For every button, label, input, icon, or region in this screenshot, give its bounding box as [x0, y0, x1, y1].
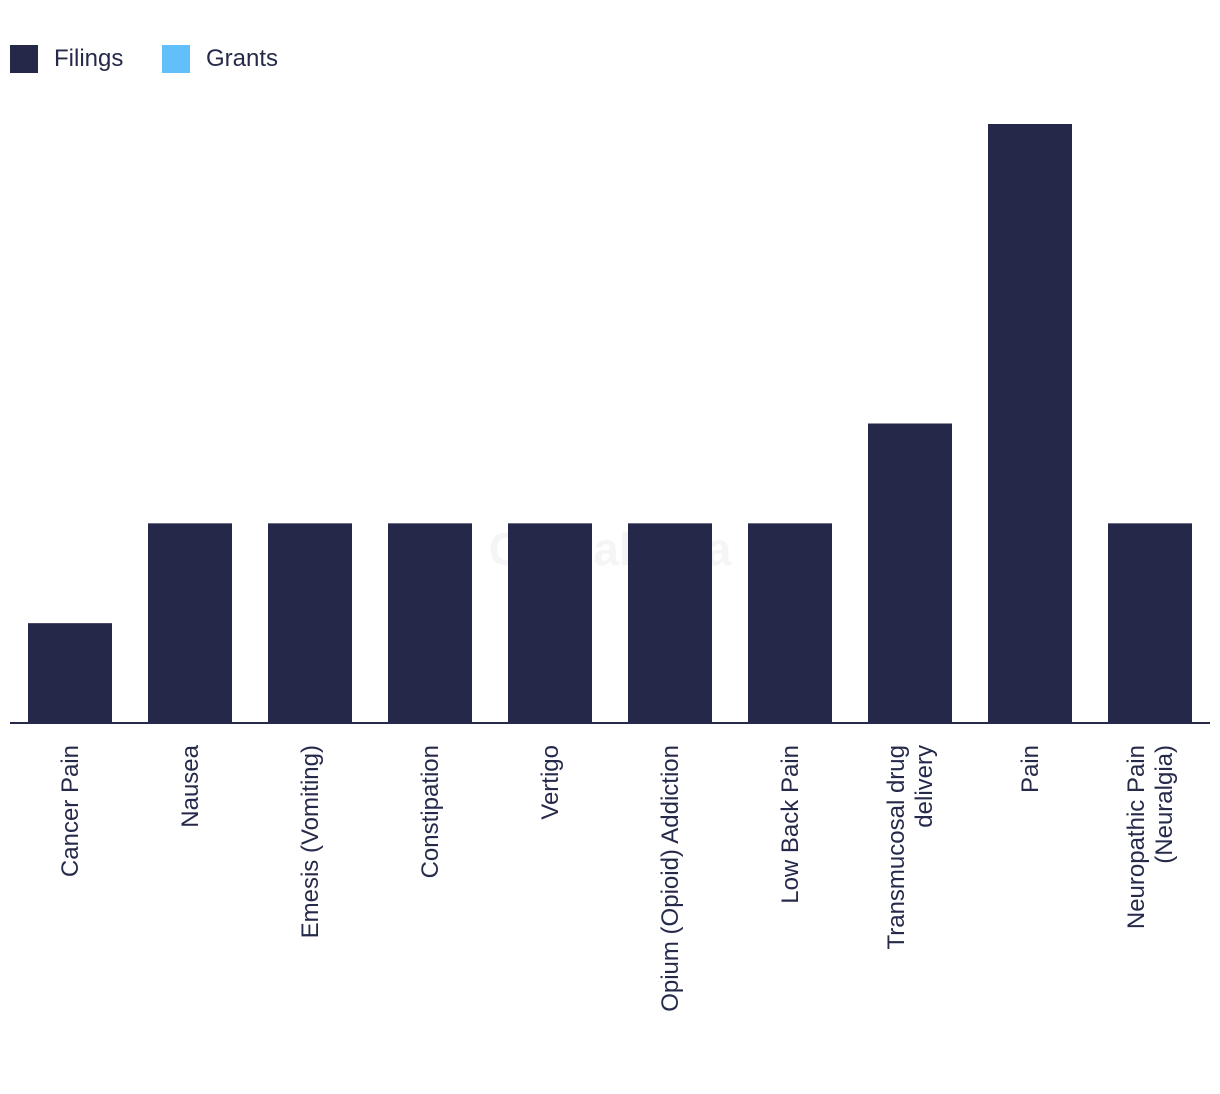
x-tick-label-line: Nausea: [177, 744, 204, 827]
x-tick-label-5: Opium (Opioid) Addiction: [657, 745, 684, 1012]
x-tick-label-line: Cancer Pain: [57, 745, 84, 877]
bar-filings-2: [268, 523, 352, 723]
bar-filings-5: [628, 523, 712, 723]
x-tick-label-line: Transmucosal drug: [883, 745, 910, 950]
x-tick-label-9: Neuropathic Pain(Neuralgia): [1123, 745, 1178, 929]
bar-filings-7: [868, 423, 952, 723]
x-tick-label-1: Nausea: [177, 744, 204, 827]
x-tick-label-line: delivery: [911, 745, 938, 828]
x-tick-label-4: Vertigo: [537, 745, 564, 820]
legend-label-filings: Filings: [54, 45, 123, 72]
x-tick-label-7: Transmucosal drugdelivery: [883, 745, 938, 950]
x-tick-label-0: Cancer Pain: [57, 745, 84, 877]
x-tick-label-line: Opium (Opioid) Addiction: [657, 745, 684, 1012]
x-tick-labels: Cancer Pain Nausea Emesis (Vomiting) Consti…: [57, 744, 1178, 1011]
bar-filings-4: [508, 523, 592, 723]
bar-filings-1: [148, 523, 232, 723]
bar-filings-8: [988, 124, 1072, 723]
x-tick-label-line: Neuropathic Pain: [1123, 745, 1150, 929]
x-tick-label-3: Constipation: [417, 745, 444, 878]
bar-filings-0: [28, 623, 112, 723]
x-tick-label-line: Pain: [1017, 745, 1044, 793]
legend-swatch-grants: [162, 45, 190, 73]
x-tick-label-line: (Neuralgia): [1151, 745, 1178, 864]
legend-swatch-filings: [10, 45, 38, 73]
legend-label-grants: Grants: [206, 45, 278, 72]
bar-filings-9: [1108, 523, 1192, 723]
x-tick-label-8: Pain: [1017, 745, 1044, 793]
x-tick-label-2: Emesis (Vomiting): [297, 745, 324, 938]
legend: Filings Grants: [10, 45, 278, 73]
x-tick-label-line: Vertigo: [537, 745, 564, 820]
bar-filings-3: [388, 523, 472, 723]
x-tick-label-line: Low Back Pain: [777, 745, 804, 904]
x-tick-label-line: Constipation: [417, 745, 444, 878]
x-tick-label-6: Low Back Pain: [777, 745, 804, 904]
x-tick-label-line: Emesis (Vomiting): [297, 745, 324, 938]
bar-filings-6: [748, 523, 832, 723]
bars: [28, 124, 1192, 723]
